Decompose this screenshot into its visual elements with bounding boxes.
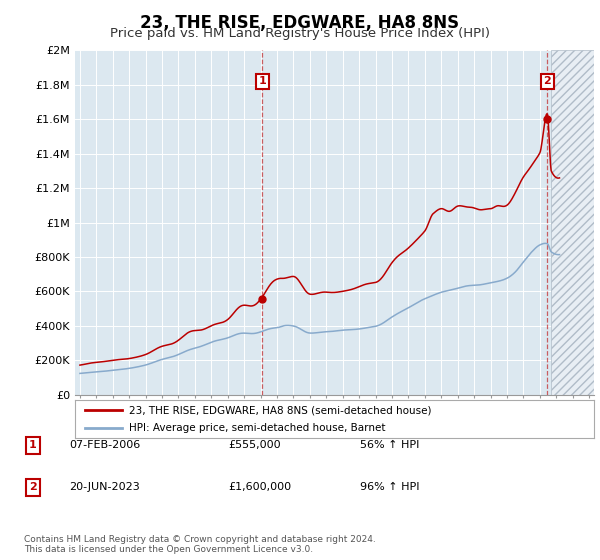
Text: £555,000: £555,000 xyxy=(228,440,281,450)
Text: 1: 1 xyxy=(29,440,37,450)
Text: £1,600,000: £1,600,000 xyxy=(228,482,291,492)
Text: 23, THE RISE, EDGWARE, HA8 8NS: 23, THE RISE, EDGWARE, HA8 8NS xyxy=(140,14,460,32)
Text: 96% ↑ HPI: 96% ↑ HPI xyxy=(360,482,419,492)
Text: 20-JUN-2023: 20-JUN-2023 xyxy=(69,482,140,492)
Text: Price paid vs. HM Land Registry's House Price Index (HPI): Price paid vs. HM Land Registry's House … xyxy=(110,27,490,40)
Text: Contains HM Land Registry data © Crown copyright and database right 2024.
This d: Contains HM Land Registry data © Crown c… xyxy=(24,535,376,554)
Text: 56% ↑ HPI: 56% ↑ HPI xyxy=(360,440,419,450)
Text: 07-FEB-2006: 07-FEB-2006 xyxy=(69,440,140,450)
Polygon shape xyxy=(551,50,594,395)
Text: HPI: Average price, semi-detached house, Barnet: HPI: Average price, semi-detached house,… xyxy=(130,423,386,433)
Text: 1: 1 xyxy=(259,76,266,86)
Text: 2: 2 xyxy=(29,482,37,492)
Text: 2: 2 xyxy=(544,76,551,86)
Text: 23, THE RISE, EDGWARE, HA8 8NS (semi-detached house): 23, THE RISE, EDGWARE, HA8 8NS (semi-det… xyxy=(130,405,432,415)
